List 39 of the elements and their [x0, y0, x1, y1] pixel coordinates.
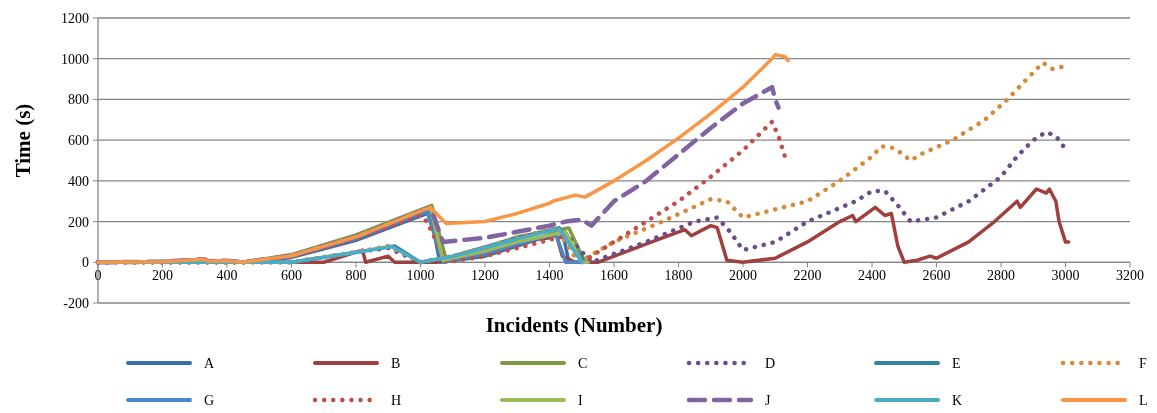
- y-tick-label: 1000: [61, 51, 89, 67]
- legend-label: H: [391, 393, 402, 408]
- y-tick-label: 800: [68, 92, 89, 108]
- y-tick-label: 0: [82, 255, 89, 271]
- x-tick-label: 800: [345, 268, 367, 284]
- legend-label: J: [765, 393, 771, 408]
- legend-label: G: [204, 393, 215, 408]
- x-tick-label: 3200: [1116, 268, 1144, 284]
- x-tick-label: 2400: [858, 268, 886, 284]
- x-tick-label: 1600: [600, 268, 628, 284]
- x-tick-label: 600: [281, 268, 302, 284]
- y-tick-label: 600: [68, 133, 89, 149]
- legend-label: E: [952, 356, 961, 371]
- x-axis-title: Incidents (Number): [485, 313, 663, 337]
- x-tick-label: 1200: [471, 268, 499, 284]
- x-tick-label: 0: [94, 268, 102, 284]
- legend-label: A: [204, 356, 215, 371]
- legend-label: B: [391, 356, 401, 371]
- legend-label: K: [952, 393, 963, 408]
- x-tick-label: 1000: [406, 268, 435, 284]
- legend-label: F: [1139, 356, 1147, 371]
- x-tick-label: 400: [216, 268, 238, 284]
- x-tick-label: 3000: [1051, 268, 1080, 284]
- x-tick-label: 1400: [535, 268, 564, 284]
- y-axis-title: Time (s): [11, 103, 35, 178]
- x-tick-label: 2000: [729, 268, 757, 284]
- legend-label: I: [578, 393, 583, 408]
- x-tick-label: 1800: [664, 268, 693, 284]
- legend-label: C: [578, 356, 588, 371]
- x-tick-label: 2600: [922, 268, 951, 284]
- y-tick-label: 200: [68, 214, 89, 230]
- x-tick-label: 2200: [793, 268, 822, 284]
- legend-label: L: [1139, 393, 1148, 408]
- y-tick-label: 400: [68, 173, 89, 189]
- legend-label: D: [765, 356, 776, 371]
- y-tick-label: -200: [63, 296, 89, 311]
- y-tick-label: 1200: [61, 11, 89, 26]
- x-tick-label: 2800: [987, 268, 1015, 284]
- x-tick-label: 200: [152, 268, 173, 284]
